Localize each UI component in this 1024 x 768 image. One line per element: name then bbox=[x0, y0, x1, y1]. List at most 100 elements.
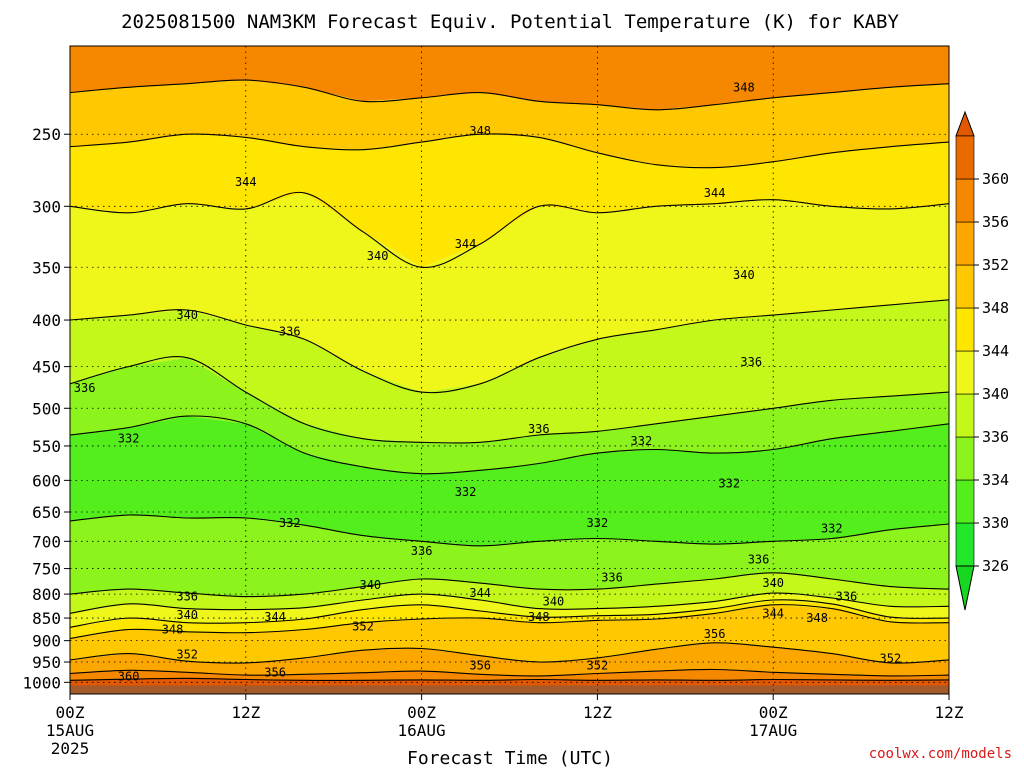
contour-label: 336 bbox=[528, 422, 550, 436]
y-tick-label: 900 bbox=[32, 632, 61, 651]
colorbar-label: 344 bbox=[982, 342, 1009, 360]
contour-label: 344 bbox=[264, 610, 286, 624]
contour-label: 344 bbox=[704, 186, 726, 200]
y-tick-label: 700 bbox=[32, 532, 61, 551]
x-tick-label: 00Z bbox=[759, 703, 788, 722]
contour-label: 336 bbox=[74, 381, 96, 395]
x-tick-date: 15AUG bbox=[46, 721, 94, 740]
colorbar-segment bbox=[955, 264, 975, 309]
contour-label: 352 bbox=[880, 652, 902, 666]
contour-label: 336 bbox=[279, 325, 301, 339]
ground-fill bbox=[70, 685, 949, 694]
y-tick-label: 950 bbox=[32, 653, 61, 672]
colorbar-segment bbox=[955, 350, 975, 395]
band-fill bbox=[70, 593, 949, 628]
contour-label: 332 bbox=[821, 522, 843, 536]
colorbar-label: 336 bbox=[982, 428, 1009, 446]
contour-labels: 348 348 344 344 344 340 340 340 336 336 336 336 332 3… bbox=[74, 80, 901, 683]
band-fill bbox=[70, 46, 949, 110]
contour-label: 348 bbox=[733, 80, 755, 94]
contour-label: 348 bbox=[806, 611, 828, 625]
colorbar: 326 330 334 336 340 344 348 352 356 360 bbox=[955, 110, 1009, 611]
contour-label: 332 bbox=[455, 485, 477, 499]
x-axis-label: Forecast Time (UTC) bbox=[407, 748, 613, 768]
colorbar-segment bbox=[955, 178, 975, 223]
band-fill bbox=[70, 515, 949, 597]
x-tick-year: 2025 bbox=[51, 739, 90, 758]
contour-label: 356 bbox=[469, 658, 491, 672]
y-tick-label: 650 bbox=[32, 503, 61, 522]
y-tick-label: 600 bbox=[32, 471, 61, 490]
band-fill bbox=[70, 134, 949, 268]
colorbar-label: 326 bbox=[982, 557, 1009, 575]
colorbar-label: 334 bbox=[982, 471, 1009, 489]
contour-352 bbox=[70, 642, 949, 664]
y-tick-label: 350 bbox=[32, 258, 61, 277]
contour-label: 332 bbox=[279, 516, 301, 530]
band-fill bbox=[70, 192, 949, 393]
x-tick-label: 12Z bbox=[935, 703, 964, 722]
contour-label: 352 bbox=[176, 647, 198, 661]
contour-label: 336 bbox=[740, 355, 762, 369]
band-fill bbox=[70, 357, 949, 474]
contour-label: 340 bbox=[762, 576, 784, 590]
contour-label: 348 bbox=[469, 124, 491, 138]
y-tick-label: 250 bbox=[32, 125, 61, 144]
y-tick-label: 450 bbox=[32, 358, 61, 377]
y-tick-label: 550 bbox=[32, 437, 61, 456]
contour-label: 340 bbox=[359, 578, 381, 592]
contour-label: 344 bbox=[235, 175, 257, 189]
contour-336 bbox=[70, 572, 949, 598]
contour-332 bbox=[70, 415, 949, 475]
plot-area bbox=[70, 46, 949, 694]
plot-frame bbox=[69, 45, 950, 695]
contour-label: 352 bbox=[587, 658, 609, 672]
contour-label: 340 bbox=[543, 594, 565, 608]
contour-332 bbox=[70, 514, 949, 547]
colorbar-segment bbox=[955, 135, 975, 180]
colorbar-label: 340 bbox=[982, 385, 1009, 403]
contour-label: 336 bbox=[601, 570, 623, 584]
band-fill bbox=[70, 80, 949, 168]
contour-352 bbox=[70, 79, 949, 111]
y-axis: 250 300 350 400 450 500 550 600 650 700 750 800 850 9… bbox=[22, 125, 70, 692]
contour-label: 340 bbox=[733, 268, 755, 282]
contour-344 bbox=[70, 191, 949, 268]
contour-340 bbox=[70, 299, 949, 394]
y-tick-label: 750 bbox=[32, 560, 61, 579]
contour-label: 336 bbox=[748, 553, 770, 567]
colorbar-segment bbox=[955, 393, 975, 438]
chart-title: 2025081500 NAM3KM Forecast Equiv. Potent… bbox=[121, 11, 899, 33]
contour-label: 344 bbox=[469, 586, 491, 600]
contour-label: 336 bbox=[411, 544, 433, 558]
x-tick-label: 12Z bbox=[231, 703, 260, 722]
contour-label: 332 bbox=[118, 432, 140, 446]
contour-label: 344 bbox=[455, 237, 477, 251]
colorbar-label: 356 bbox=[982, 213, 1009, 231]
x-tick-label: 12Z bbox=[583, 703, 612, 722]
contour-label: 356 bbox=[264, 665, 286, 679]
colorbar-label: 348 bbox=[982, 299, 1009, 317]
contour-label: 340 bbox=[176, 308, 198, 322]
y-tick-label: 300 bbox=[32, 197, 61, 216]
contour-label: 360 bbox=[118, 669, 140, 683]
contour-lines bbox=[70, 79, 949, 681]
y-tick-label: 800 bbox=[32, 585, 61, 604]
contour-label: 352 bbox=[352, 619, 374, 633]
contour-label: 332 bbox=[587, 516, 609, 530]
colorbar-segment bbox=[955, 436, 975, 481]
band-fill bbox=[70, 572, 949, 614]
colorbar-label: 330 bbox=[982, 514, 1009, 532]
colorbar-above bbox=[955, 110, 975, 137]
band-fill bbox=[70, 669, 949, 681]
contour-label: 336 bbox=[836, 590, 858, 604]
contour-340 bbox=[70, 592, 949, 614]
colorbar-label: 352 bbox=[982, 256, 1009, 274]
contour-label: 340 bbox=[367, 249, 389, 263]
contour-348 bbox=[70, 604, 949, 640]
x-tick-label: 00Z bbox=[56, 703, 85, 722]
ground-band bbox=[70, 685, 949, 694]
colorbar-segment bbox=[955, 221, 975, 266]
